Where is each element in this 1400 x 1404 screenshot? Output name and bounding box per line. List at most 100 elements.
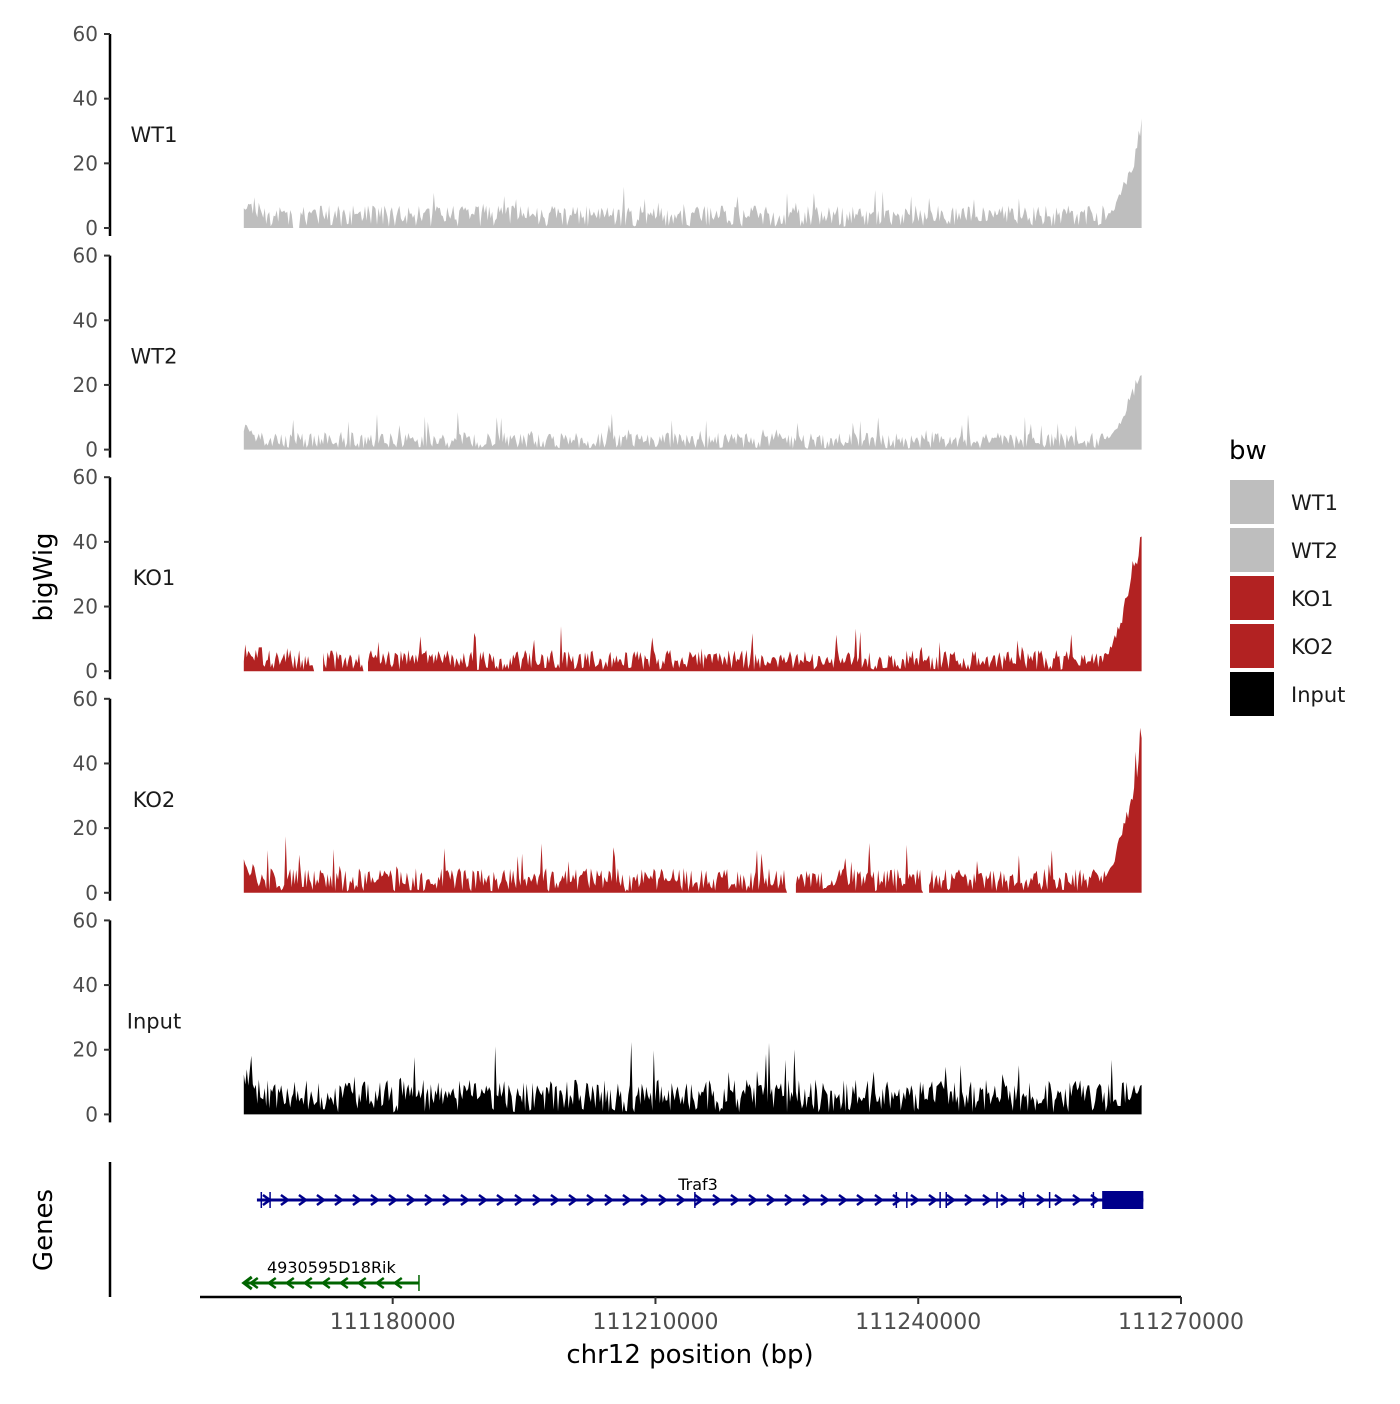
track-label-input: Input [127, 1009, 181, 1033]
strand-chevron [478, 1193, 489, 1207]
track-panel-ko1: 0 20 40 60 KO1 [73, 465, 1142, 683]
x-axis-title: chr12 position (bp) [566, 1340, 813, 1370]
strand-chevron [1054, 1193, 1065, 1207]
strand-chevron [374, 1276, 385, 1290]
strand-chevron [442, 1193, 453, 1207]
y-tick-label: 0 [85, 659, 98, 683]
strand-chevron [352, 1193, 363, 1207]
y-tick-label: 40 [73, 751, 98, 775]
y-tick-label: 0 [85, 438, 98, 462]
legend-swatch-wt1 [1230, 480, 1274, 524]
strand-chevron [820, 1193, 831, 1207]
strand-chevron [406, 1193, 417, 1207]
strand-chevron [1072, 1193, 1083, 1207]
strand-chevron [784, 1193, 795, 1207]
strand-chevron [802, 1193, 813, 1207]
legend-swatch-ko1 [1230, 576, 1274, 620]
strand-chevron [604, 1193, 615, 1207]
y-tick-label: 0 [85, 216, 98, 240]
strand-chevron [1036, 1193, 1047, 1207]
strand-chevron [586, 1193, 597, 1207]
strand-chevron [856, 1193, 867, 1207]
legend-swatch-ko2 [1230, 624, 1274, 668]
strand-chevron [316, 1193, 327, 1207]
y-tick-label: 60 [73, 22, 98, 46]
strand-chevron [766, 1193, 777, 1207]
legend-label-ko2: KO2 [1291, 635, 1334, 659]
strand-chevron [622, 1193, 633, 1207]
y-tick-label: 60 [73, 465, 98, 489]
strand-chevron [388, 1193, 399, 1207]
strand-chevron [298, 1193, 309, 1207]
legend: bw WT1 WT2 KO1 KO2 Input [1229, 436, 1345, 716]
strand-chevron [424, 1193, 435, 1207]
strand-chevron [712, 1193, 723, 1207]
x-axis: 111180000 111210000 111240000 111270000 [200, 1295, 1244, 1335]
strand-chevron [356, 1276, 367, 1290]
strand-chevron [640, 1193, 651, 1207]
strand-chevron [338, 1276, 349, 1290]
strand-chevron [838, 1193, 849, 1207]
strand-chevron [748, 1193, 759, 1207]
strand-chevron [302, 1276, 313, 1290]
legend-label-wt1: WT1 [1291, 491, 1338, 515]
y-tick-label: 60 [73, 908, 98, 932]
y-tick-label: 40 [73, 308, 98, 332]
strand-chevron [248, 1276, 259, 1290]
strand-chevron [266, 1276, 277, 1290]
strand-chevron [658, 1193, 669, 1207]
signal-area-input [243, 1042, 1142, 1115]
strand-chevron [982, 1193, 993, 1207]
strand-chevron [730, 1193, 741, 1207]
x-tick-label: 111210000 [592, 1310, 718, 1335]
strand-chevron [910, 1193, 921, 1207]
gene-label: 4930595D18Rik [267, 1258, 397, 1277]
legend-label-input: Input [1291, 683, 1345, 707]
y-tick-label: 20 [73, 1038, 98, 1062]
track-panel-ko2: 0 20 40 60 KO2 [73, 687, 1142, 905]
strand-chevron [892, 1193, 903, 1207]
strand-chevron [496, 1193, 507, 1207]
signal-tracks: 0 20 40 60 WT1 0 20 40 60 WT2 0 20 40 60 KO1 0 20 40 60 KO2… [73, 22, 1142, 1126]
signal-area-wt2 [243, 375, 1142, 450]
track-label-wt2: WT2 [131, 345, 178, 369]
signal-area-ko2 [243, 727, 1142, 893]
signal-area-ko1 [243, 536, 1142, 672]
y-tick-label: 0 [85, 881, 98, 905]
gene-traf3: Traf3 [256, 1175, 1144, 1209]
strand-chevron [694, 1193, 705, 1207]
genes-axis-title: Genes [29, 1189, 59, 1271]
track-panel-wt1: 0 20 40 60 WT1 [73, 22, 1142, 240]
gene-thick-block [1102, 1191, 1144, 1209]
gene-track: Traf3 4930595D18Rik [108, 1162, 1144, 1297]
gene-start-arrow [241, 1275, 253, 1291]
gene-label: Traf3 [677, 1175, 718, 1194]
strand-chevron [946, 1193, 957, 1207]
y-tick-label: 40 [73, 87, 98, 111]
strand-chevron [550, 1193, 561, 1207]
strand-chevron [676, 1193, 687, 1207]
signal-area-wt1 [243, 118, 1142, 228]
x-tick-label: 111180000 [330, 1310, 456, 1335]
strand-chevron [964, 1193, 975, 1207]
y-axis-title: bigWig [29, 532, 59, 621]
strand-chevron [320, 1276, 331, 1290]
y-tick-label: 60 [73, 244, 98, 268]
y-tick-label: 20 [73, 151, 98, 175]
y-tick-label: 40 [73, 973, 98, 997]
track-label-ko2: KO2 [133, 788, 176, 812]
x-tick-label: 111240000 [855, 1310, 981, 1335]
strand-chevron [284, 1276, 295, 1290]
strand-chevron [532, 1193, 543, 1207]
strand-chevron [370, 1193, 381, 1207]
legend-label-wt2: WT2 [1291, 539, 1338, 563]
gene-4930595d18rik: 4930595D18Rik [241, 1258, 420, 1291]
y-tick-label: 0 [85, 1102, 98, 1126]
track-label-ko1: KO1 [133, 566, 176, 590]
y-tick-label: 20 [73, 595, 98, 619]
strand-chevron [874, 1193, 885, 1207]
legend-label-ko1: KO1 [1291, 587, 1334, 611]
strand-chevron [334, 1193, 345, 1207]
